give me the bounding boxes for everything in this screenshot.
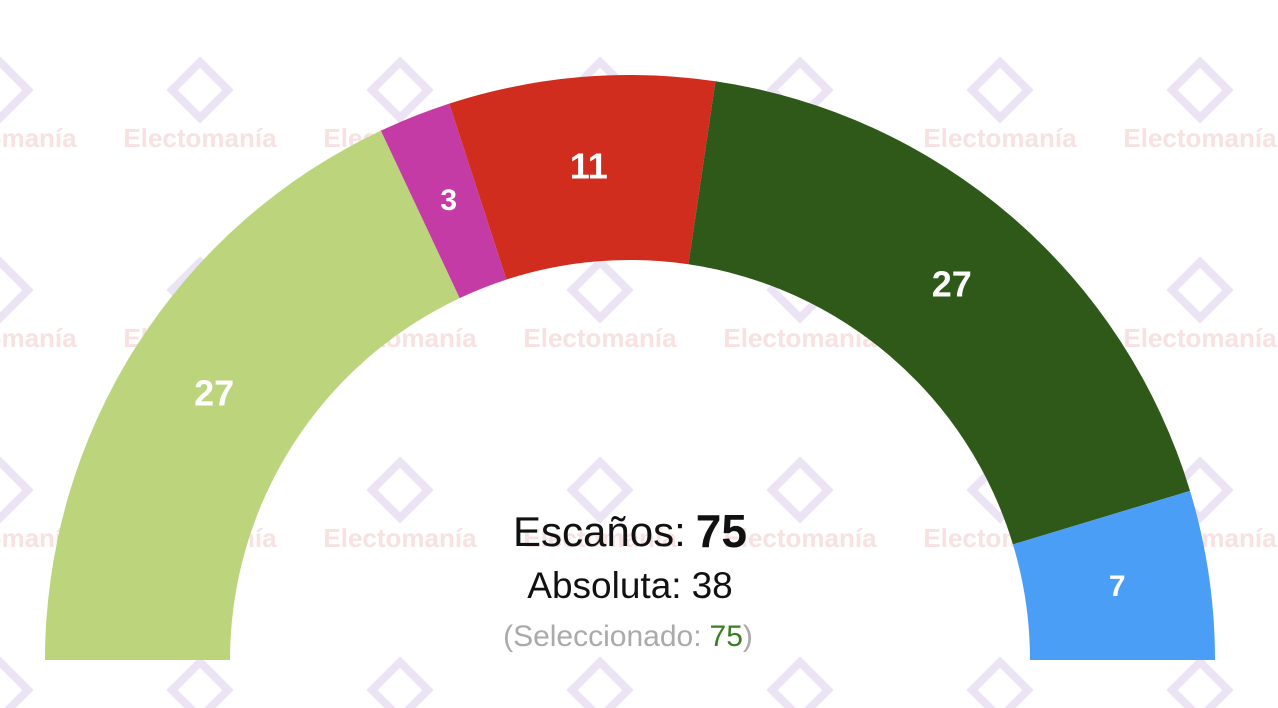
watermark-icon bbox=[0, 56, 34, 124]
total-line: Escaños: 75 bbox=[513, 505, 747, 557]
selected-line: (Seleccionado: 75) bbox=[503, 620, 753, 653]
watermark-icon bbox=[566, 456, 634, 524]
watermark-icon bbox=[566, 656, 634, 708]
watermark-text: Electomanía bbox=[323, 523, 477, 553]
watermark-icon bbox=[366, 456, 434, 524]
watermark-text: Electomanía bbox=[923, 123, 1077, 153]
segment-label: 3 bbox=[440, 184, 457, 217]
selected-suffix: ) bbox=[743, 620, 753, 653]
watermark-text: Electomanía bbox=[123, 123, 277, 153]
watermark-icon bbox=[966, 56, 1034, 124]
watermark-icon bbox=[766, 656, 834, 708]
watermark-text: Electomanía bbox=[1123, 323, 1277, 353]
majority-label: Absoluta: bbox=[527, 565, 681, 606]
watermark-text: Electomanía bbox=[723, 523, 877, 553]
watermark-text: Electomanía bbox=[523, 523, 677, 553]
watermark-icon bbox=[766, 456, 834, 524]
segments: 27 3 11 27 7 bbox=[45, 75, 1215, 661]
segment-label: 27 bbox=[932, 264, 972, 305]
segment-label: 27 bbox=[194, 373, 234, 414]
watermark-icon bbox=[566, 256, 634, 324]
selected-value: 75 bbox=[710, 620, 743, 653]
watermark-icon bbox=[366, 656, 434, 708]
seat-segment bbox=[45, 130, 460, 661]
watermark-text: Electomanía bbox=[723, 323, 877, 353]
segment-label: 7 bbox=[1109, 570, 1126, 603]
watermark-icon bbox=[0, 656, 34, 708]
watermark-icon bbox=[0, 256, 34, 324]
watermark-text: Electomanía bbox=[1123, 123, 1277, 153]
watermark-icon bbox=[1166, 256, 1234, 324]
watermark-text: Electomanía bbox=[0, 123, 77, 153]
majority-value: 38 bbox=[692, 565, 733, 606]
watermark-icon bbox=[0, 456, 34, 524]
watermark-icon bbox=[166, 56, 234, 124]
watermark-icon bbox=[1166, 56, 1234, 124]
watermark-icon bbox=[366, 56, 434, 124]
watermark-icon bbox=[966, 656, 1034, 708]
total-label: Escaños: bbox=[513, 508, 686, 555]
majority-line: Absoluta: 38 bbox=[527, 565, 732, 606]
watermark-text: Electomanía bbox=[0, 323, 77, 353]
watermark-text: Electomanía bbox=[523, 323, 677, 353]
watermark-icon bbox=[166, 656, 234, 708]
watermark-icon bbox=[1166, 656, 1234, 708]
segment-label: 11 bbox=[570, 146, 608, 187]
selected-prefix: (Seleccionado: bbox=[503, 620, 701, 653]
total-value: 75 bbox=[696, 505, 747, 557]
seat-segment bbox=[1012, 490, 1215, 660]
seat-segment bbox=[380, 103, 507, 299]
seat-segment bbox=[449, 75, 716, 280]
seat-segment bbox=[688, 81, 1191, 545]
